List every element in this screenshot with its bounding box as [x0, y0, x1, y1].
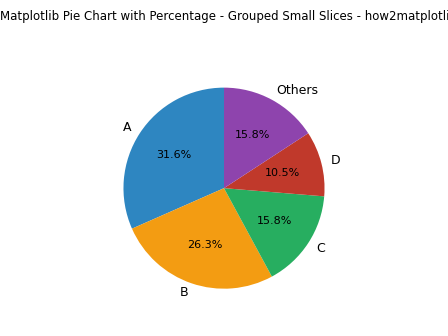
Text: D: D [331, 155, 341, 167]
Text: 26.3%: 26.3% [187, 240, 222, 250]
Text: 10.5%: 10.5% [265, 168, 300, 178]
Wedge shape [124, 88, 224, 229]
Wedge shape [224, 188, 324, 277]
Text: 31.6%: 31.6% [156, 150, 191, 160]
Text: Others: Others [277, 84, 319, 97]
Text: 15.8%: 15.8% [235, 130, 271, 140]
Text: A: A [123, 121, 131, 134]
Wedge shape [224, 88, 308, 188]
Wedge shape [224, 133, 324, 196]
Text: Matplotlib Pie Chart with Percentage - Grouped Small Slices - how2matplotlib.cc: Matplotlib Pie Chart with Percentage - G… [0, 10, 448, 23]
Wedge shape [132, 188, 272, 289]
Text: B: B [180, 286, 188, 299]
Text: C: C [317, 242, 325, 255]
Text: 15.8%: 15.8% [257, 216, 292, 226]
